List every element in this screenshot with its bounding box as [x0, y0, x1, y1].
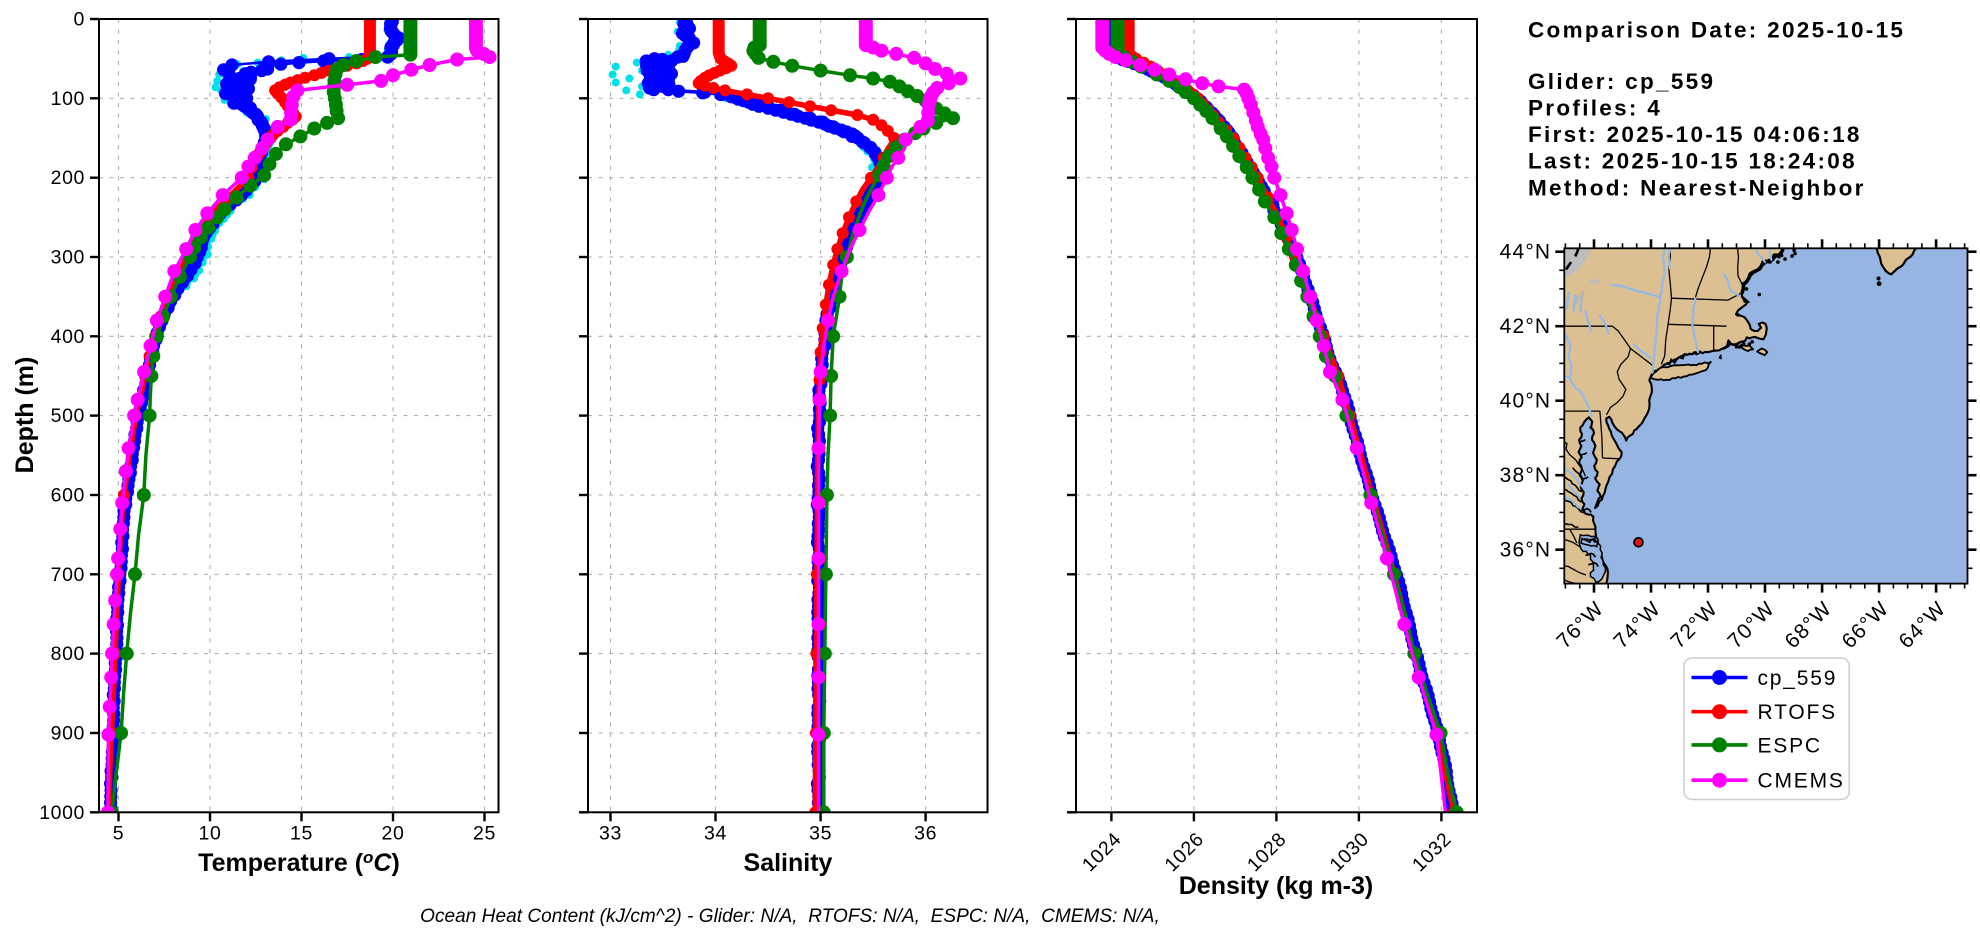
svg-text:cp_559: cp_559: [1758, 667, 1838, 690]
svg-text:34: 34: [704, 822, 727, 844]
svg-text:First: 2025-10-15 04:06:18: First: 2025-10-15 04:06:18: [1528, 122, 1862, 147]
svg-text:700: 700: [51, 564, 85, 586]
svg-text:44°N: 44°N: [1500, 241, 1552, 264]
svg-text:900: 900: [51, 723, 85, 745]
svg-text:ESPC: ESPC: [1758, 734, 1822, 757]
svg-text:800: 800: [51, 643, 85, 665]
svg-text:Last: 2025-10-15 18:24:08: Last: 2025-10-15 18:24:08: [1528, 149, 1857, 174]
svg-text:Depth (m): Depth (m): [11, 357, 39, 474]
svg-text:33: 33: [599, 822, 622, 844]
svg-text:36: 36: [914, 822, 937, 844]
svg-text:300: 300: [51, 247, 85, 269]
svg-text:100: 100: [51, 88, 85, 110]
svg-text:5: 5: [113, 822, 124, 844]
svg-text:Ocean Heat Content (kJ/cm^2) -: Ocean Heat Content (kJ/cm^2) - Glider: N…: [420, 906, 1160, 927]
svg-text:35: 35: [809, 822, 832, 844]
svg-text:0: 0: [74, 9, 85, 31]
svg-text:Profiles: 4: Profiles: 4: [1528, 96, 1662, 121]
svg-text:CMEMS: CMEMS: [1758, 770, 1845, 793]
svg-text:Comparison Date: 2025-10-15: Comparison Date: 2025-10-15: [1528, 17, 1905, 42]
svg-text:500: 500: [51, 405, 85, 427]
svg-text:42°N: 42°N: [1500, 315, 1552, 338]
svg-text:38°N: 38°N: [1500, 464, 1552, 487]
svg-text:15: 15: [290, 822, 313, 844]
svg-text:Method: Nearest-Neighbor: Method: Nearest-Neighbor: [1528, 175, 1866, 200]
svg-text:40°N: 40°N: [1500, 390, 1552, 413]
svg-text:400: 400: [51, 326, 85, 348]
svg-text:36°N: 36°N: [1500, 539, 1552, 562]
svg-text:25: 25: [473, 822, 496, 844]
svg-text:RTOFS: RTOFS: [1758, 701, 1837, 724]
svg-text:Density (kg m-3): Density (kg m-3): [1179, 872, 1373, 900]
svg-text:Salinity: Salinity: [744, 849, 833, 877]
svg-text:600: 600: [51, 485, 85, 507]
svg-text:20: 20: [382, 822, 405, 844]
svg-text:1000: 1000: [39, 802, 85, 824]
svg-text:10: 10: [199, 822, 222, 844]
svg-text:Glider: cp_559: Glider: cp_559: [1528, 69, 1715, 94]
svg-text:200: 200: [51, 167, 85, 189]
